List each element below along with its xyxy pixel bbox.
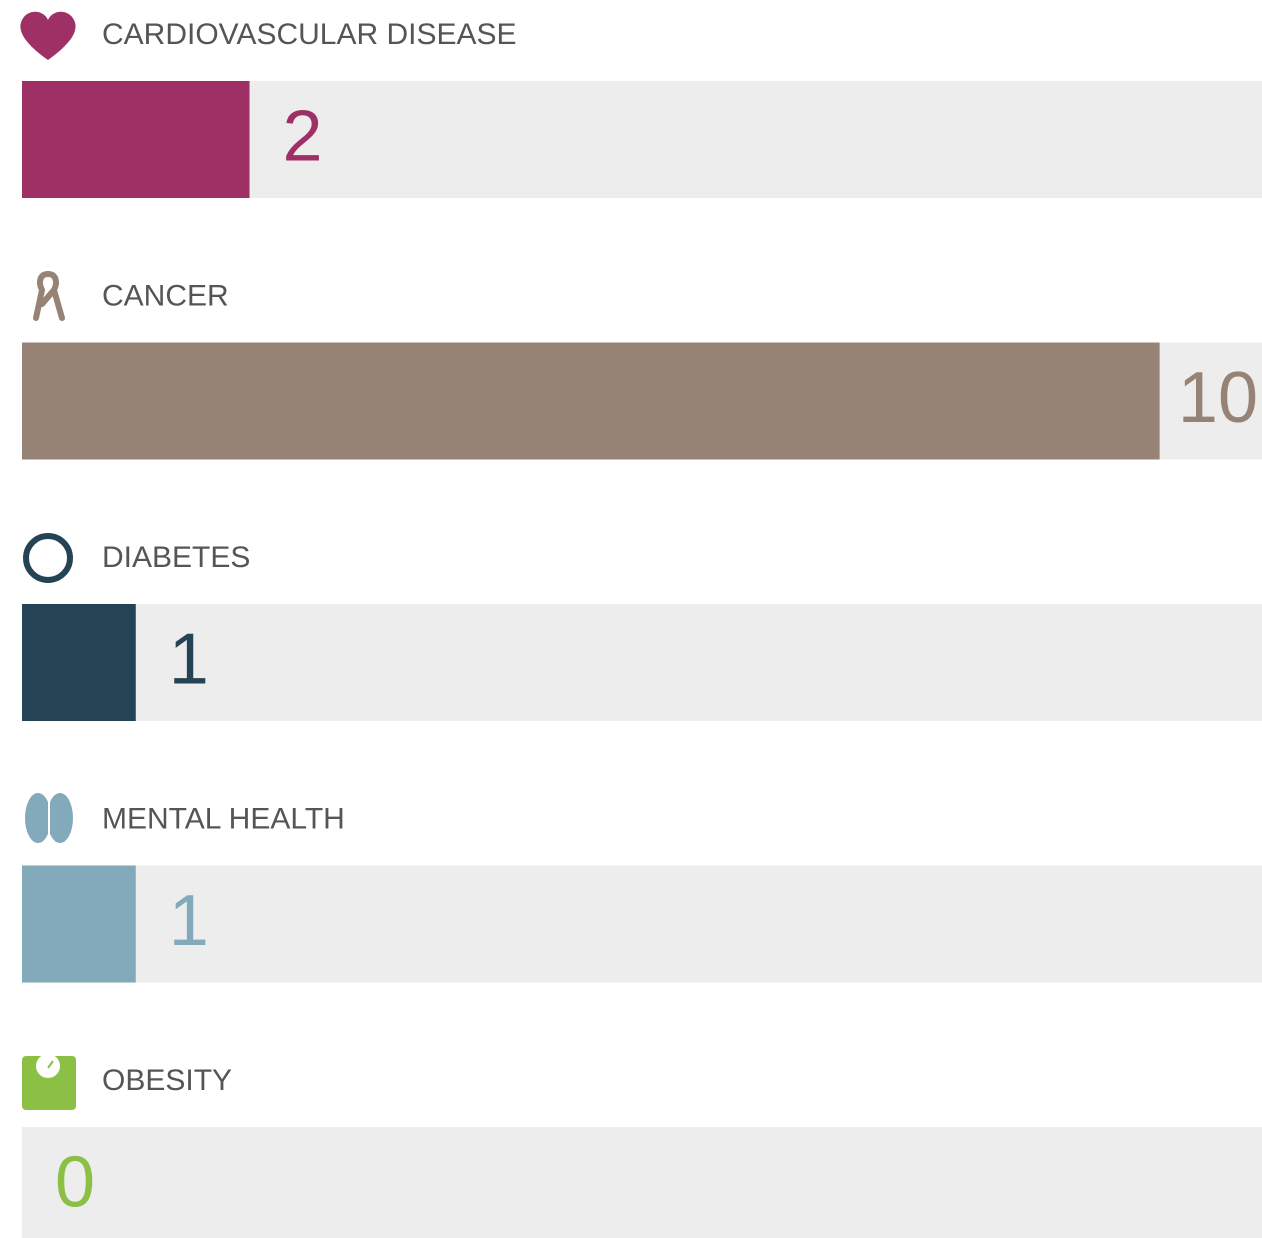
- bar-track: [22, 604, 1262, 721]
- value-label: 10: [1178, 358, 1258, 438]
- category-label: CARDIOVASCULAR DISEASE: [102, 18, 517, 51]
- icon-heart: [20, 11, 76, 60]
- value-label: 1: [169, 620, 209, 700]
- bar: [22, 865, 136, 983]
- value-label: 0: [55, 1143, 95, 1223]
- icon-ring: [23, 533, 73, 583]
- bar: [22, 604, 136, 721]
- icon-brain: [25, 793, 73, 846]
- value-label: 2: [283, 97, 323, 177]
- bar: [22, 342, 1160, 460]
- category-label: DIABETES: [102, 541, 250, 574]
- category-label: MENTAL HEALTH: [102, 802, 345, 835]
- bar-track: [22, 865, 1262, 983]
- icon-scale: [22, 1054, 76, 1110]
- bar: [22, 81, 250, 198]
- value-label: 1: [169, 881, 209, 961]
- category-label: OBESITY: [102, 1064, 232, 1097]
- icon-ribbon: [33, 271, 65, 321]
- bar-track: [22, 1127, 1262, 1238]
- category-label: CANCER: [102, 279, 229, 312]
